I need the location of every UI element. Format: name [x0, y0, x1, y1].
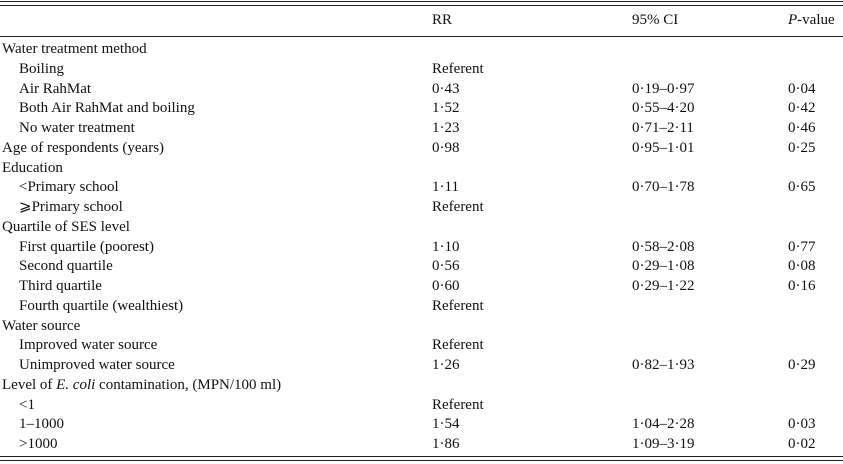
row-label: ⩾Primary school	[19, 199, 123, 215]
value-cell: 0·46	[788, 120, 816, 136]
text-part: E. coli	[56, 376, 96, 393]
value-cell: 0·43	[432, 80, 460, 97]
value-cell: 0·02	[788, 436, 816, 452]
row-label: Air RahMat	[19, 80, 92, 97]
row-label: Water treatment method	[2, 41, 147, 57]
row-label: Third quartile	[19, 278, 102, 294]
value-cell: 0·19–0·97	[632, 80, 695, 97]
value-cell: Referent	[432, 337, 484, 354]
text-part: contamination, (MPN/100 ml)	[95, 376, 282, 393]
row-label: Level of E. coli contamination, (MPN/100…	[2, 376, 281, 395]
bottom-rule	[0, 456, 843, 457]
row-label: 1–1000	[19, 416, 64, 433]
row-label: Education	[2, 159, 63, 176]
row-label: No water treatment	[19, 120, 135, 136]
value-cell: 1·10	[432, 238, 460, 255]
value-cell: 0·25	[788, 139, 816, 156]
value-cell: Referent	[432, 297, 484, 314]
top-rule	[0, 1, 843, 2]
value-cell: 0·60	[432, 278, 460, 294]
row-label: Second quartile	[19, 258, 113, 275]
value-cell: 0·65	[788, 179, 816, 196]
row-label: Quartile of SES level	[2, 218, 130, 235]
row-label: Boiling	[19, 60, 65, 77]
value-cell: 0·42	[788, 100, 816, 117]
value-cell: 0·58–2·08	[632, 238, 695, 255]
row-label: Both Air RahMat and boiling	[19, 100, 195, 117]
value-cell: 0·29–1·22	[632, 278, 695, 294]
header-cell: P-value	[788, 11, 835, 30]
value-cell: 0·55–4·20	[632, 100, 695, 117]
value-cell: 1·26	[432, 357, 460, 373]
value-cell: 0·56	[432, 258, 460, 275]
text-part: Level of	[2, 376, 57, 393]
value-cell: 1·11	[432, 179, 459, 196]
row-label: Unimproved water source	[19, 357, 175, 373]
value-cell: 0·82–1·93	[632, 357, 695, 373]
value-cell: 0·95–1·01	[632, 139, 695, 156]
value-cell: 0·29	[788, 357, 816, 373]
row-label: First quartile (poorest)	[19, 238, 154, 255]
row-label: Improved water source	[19, 337, 158, 354]
value-cell: 0·04	[788, 80, 816, 97]
value-cell: 0·70–1·78	[632, 179, 695, 196]
value-cell: 1·86	[432, 436, 460, 452]
header-cell: 95% CI	[632, 12, 679, 28]
value-cell: 0·29–1·08	[632, 258, 695, 275]
value-cell: 0·98	[432, 139, 460, 156]
row-label: >1000	[19, 436, 58, 452]
bottom-rule	[0, 460, 843, 461]
value-cell: 1·04–2·28	[632, 416, 695, 433]
value-cell: 1·52	[432, 100, 460, 117]
row-label: Age of respondents (years)	[2, 139, 165, 156]
value-cell: 0·03	[788, 416, 816, 433]
row-label: Water source	[2, 317, 81, 334]
value-cell: 1·09–3·19	[632, 436, 695, 452]
row-label: <Primary school	[19, 179, 119, 196]
value-cell: 1·23	[432, 120, 460, 136]
value-cell: Referent	[432, 60, 484, 77]
header-cell: RR	[432, 12, 453, 28]
value-cell: 0·71–2·11	[632, 120, 694, 136]
value-cell: 0·08	[788, 258, 816, 275]
value-cell: Referent	[432, 199, 484, 215]
value-cell: 1·54	[432, 416, 460, 433]
value-cell: Referent	[432, 396, 484, 413]
header-rule	[0, 36, 843, 37]
value-cell: 0·77	[788, 238, 816, 255]
row-label: <1	[19, 396, 35, 413]
text-part: P	[788, 12, 798, 28]
top-rule	[0, 5, 843, 6]
text-part: -value	[797, 12, 835, 28]
row-label: Fourth quartile (wealthiest)	[19, 297, 184, 314]
value-cell: 0·16	[788, 278, 816, 294]
